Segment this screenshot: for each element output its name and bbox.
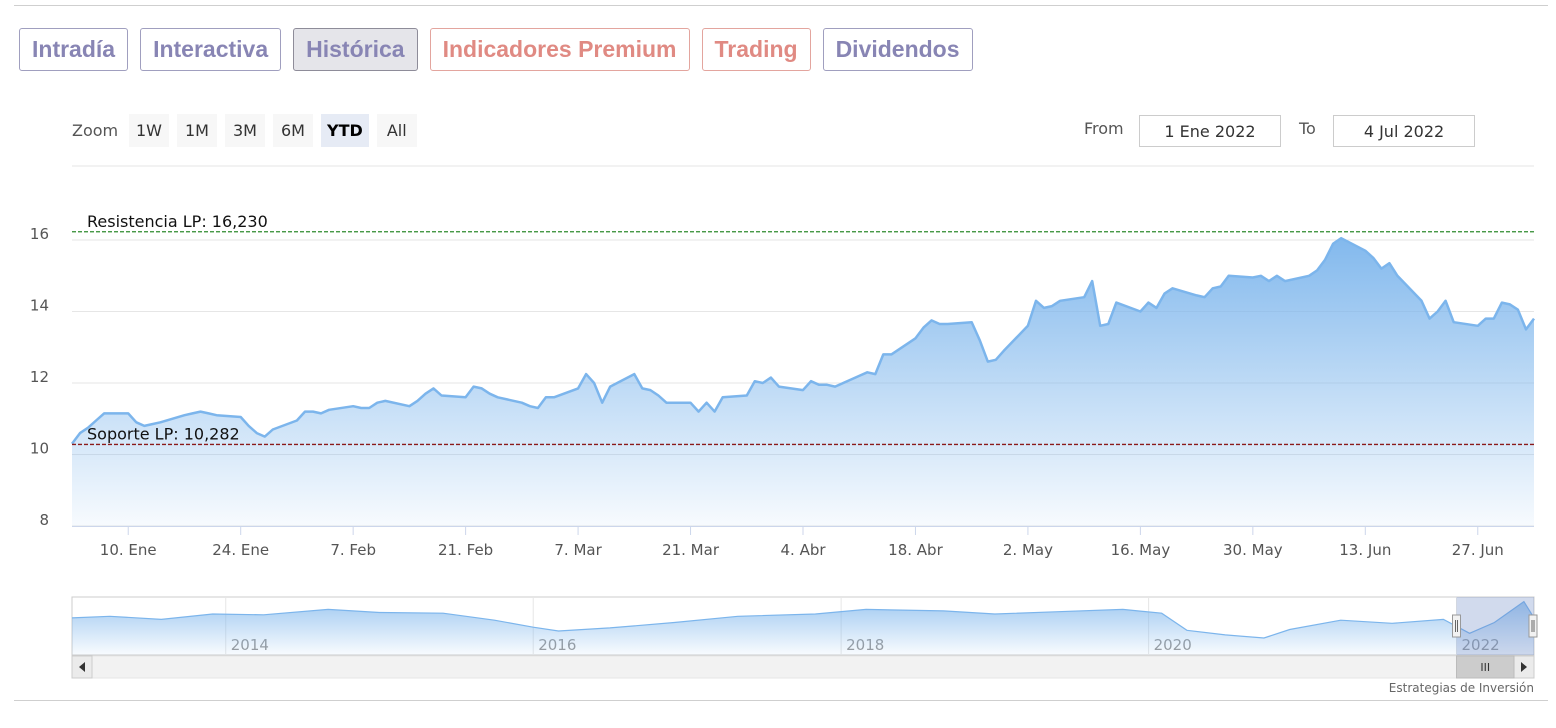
x-tick-label: 2. May xyxy=(1003,541,1053,559)
tab-dividendos[interactable]: Dividendos xyxy=(822,28,973,71)
x-tick-label: 21. Feb xyxy=(438,541,493,559)
from-label: From xyxy=(1084,119,1124,138)
top-rule xyxy=(14,5,1548,6)
tab-indicadores-premium[interactable]: Indicadores Premium xyxy=(429,28,690,71)
zoom-1w-button[interactable]: 1W xyxy=(129,114,169,147)
tab-intradía[interactable]: Intradía xyxy=(19,28,129,71)
zoom-3m-button[interactable]: 3M xyxy=(225,114,265,147)
price-line xyxy=(70,236,1536,445)
to-label: To xyxy=(1299,119,1316,138)
view-tabs: Intradía Interactiva Histórica Indicadores … xyxy=(19,28,973,71)
from-date-input[interactable] xyxy=(1139,115,1281,147)
x-tick-label: 18. Abr xyxy=(888,541,943,559)
y-tick-label: 14 xyxy=(30,297,49,315)
y-tick-label: 12 xyxy=(30,368,49,386)
zoom-label: Zoom xyxy=(72,121,119,140)
price-area xyxy=(72,238,1534,526)
zoom-buttons: 1W 1M 3M 6M YTD All xyxy=(129,114,417,147)
navigator-right-handle[interactable] xyxy=(1528,614,1538,638)
zoom-6m-button[interactable]: 6M xyxy=(273,114,313,147)
tab-interactiva[interactable]: Interactiva xyxy=(140,28,282,71)
x-tick-label: 4. Abr xyxy=(780,541,826,559)
support-label: Soporte LP: 10,282 xyxy=(87,424,240,443)
y-tick-label: 16 xyxy=(30,225,49,243)
x-tick-label: 7. Feb xyxy=(330,541,376,559)
y-tick-label: 10 xyxy=(30,440,49,458)
scrollbar-track xyxy=(71,655,1535,679)
bottom-rule xyxy=(14,700,1548,701)
tab-histórica[interactable]: Histórica xyxy=(293,28,418,71)
zoom-1m-button[interactable]: 1M xyxy=(177,114,217,147)
navigator-area xyxy=(72,601,1534,655)
zoom-ytd-button[interactable]: YTD xyxy=(321,114,369,147)
scrollbar-thumb[interactable] xyxy=(1455,655,1515,679)
x-tick-label: 13. Jun xyxy=(1339,541,1391,559)
zoom-all-button[interactable]: All xyxy=(376,114,417,147)
resistance-label: Resistencia LP: 16,230 xyxy=(87,212,268,231)
chart-credit: Estrategias de Inversión xyxy=(1388,681,1534,695)
scrollbar-grip: III xyxy=(1480,661,1490,674)
to-date-input[interactable] xyxy=(1333,115,1475,147)
tab-trading[interactable]: Trading xyxy=(701,28,811,71)
x-tick-label: 24. Ene xyxy=(212,541,269,559)
scroll-left-arrow-icon xyxy=(79,662,85,672)
y-tick-label: 8 xyxy=(39,511,49,529)
x-tick-label: 7. Mar xyxy=(554,541,602,559)
navigator-selection xyxy=(1456,597,1534,655)
x-tick-label: 21. Mar xyxy=(662,541,720,559)
navigator-left-handle[interactable] xyxy=(1451,614,1461,638)
navigator-line xyxy=(71,600,1535,639)
x-tick-label: 27. Jun xyxy=(1452,541,1504,559)
x-tick-label: 30. May xyxy=(1223,541,1283,559)
x-tick-label: 10. Ene xyxy=(100,541,157,559)
scroll-right-arrow-icon xyxy=(1521,662,1527,672)
x-tick-label: 16. May xyxy=(1111,541,1171,559)
